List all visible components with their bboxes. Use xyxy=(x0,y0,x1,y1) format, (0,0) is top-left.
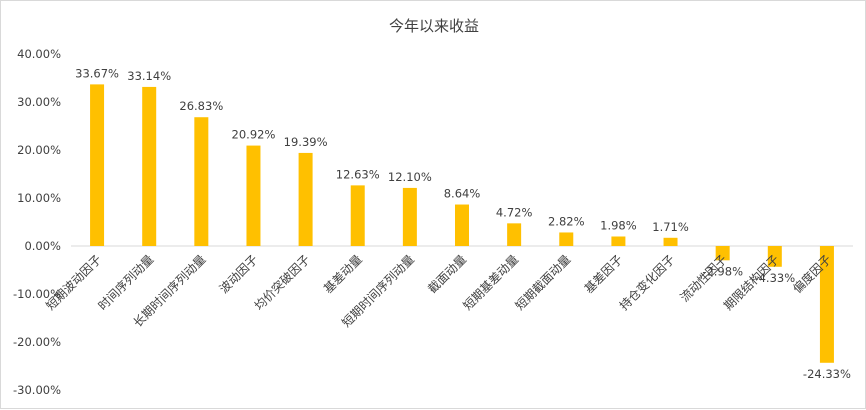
data-label: 1.71% xyxy=(652,220,689,234)
y-tick-label: -10.00% xyxy=(13,287,61,301)
data-label: 19.39% xyxy=(284,135,328,149)
data-label: -4.33% xyxy=(754,271,795,285)
y-tick-label: 30.00% xyxy=(17,95,61,109)
y-tick-label: 0.00% xyxy=(24,239,61,253)
data-label: 33.14% xyxy=(127,69,171,83)
y-tick-label: 20.00% xyxy=(17,143,61,157)
data-label: 12.10% xyxy=(388,170,432,184)
bar xyxy=(611,236,626,246)
bar xyxy=(194,117,209,246)
bar xyxy=(507,223,522,246)
data-label: 33.67% xyxy=(75,66,119,80)
bar xyxy=(455,204,469,246)
data-label: 8.64% xyxy=(444,187,481,201)
bar xyxy=(142,86,157,246)
category-label: 基差因子 xyxy=(582,252,626,296)
category-label: 持仓变化因子 xyxy=(616,252,678,314)
y-tick-label: 10.00% xyxy=(17,191,61,205)
bar xyxy=(715,246,730,261)
data-label: -2.98% xyxy=(702,264,743,278)
y-tick-label: 40.00% xyxy=(17,47,61,61)
bar xyxy=(402,187,417,246)
category-label: 基差动量 xyxy=(321,252,365,296)
y-tick-label: -30.00% xyxy=(13,383,61,397)
category-label: 流动性因子 xyxy=(677,252,729,304)
category-label: 短期截面动量 xyxy=(513,252,574,313)
bar xyxy=(819,246,834,363)
chart-title: 今年以来收益 xyxy=(388,17,479,35)
data-label: 4.72% xyxy=(496,205,533,219)
category-label: 截面动量 xyxy=(425,252,469,296)
bar xyxy=(298,152,313,246)
data-label: 26.83% xyxy=(179,99,223,113)
data-label: -24.33% xyxy=(803,367,851,381)
category-label: 均价突破因子 xyxy=(251,252,313,314)
bar xyxy=(350,185,365,246)
data-label: 20.92% xyxy=(232,128,276,142)
data-label: 12.63% xyxy=(336,167,380,181)
category-label: 波动因子 xyxy=(217,252,261,296)
bar xyxy=(90,84,105,246)
bar xyxy=(246,145,261,246)
bar xyxy=(767,246,782,267)
data-label: 2.82% xyxy=(548,214,585,228)
data-label: 1.98% xyxy=(600,218,637,232)
y-tick-label: -20.00% xyxy=(13,335,61,349)
bar xyxy=(559,232,574,246)
bar xyxy=(663,237,678,246)
